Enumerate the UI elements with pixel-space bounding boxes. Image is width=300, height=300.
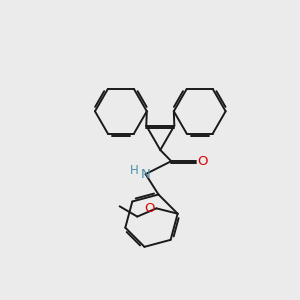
Text: O: O [197,155,208,168]
Text: N: N [141,168,151,181]
Text: O: O [145,202,155,215]
Text: H: H [130,164,139,177]
